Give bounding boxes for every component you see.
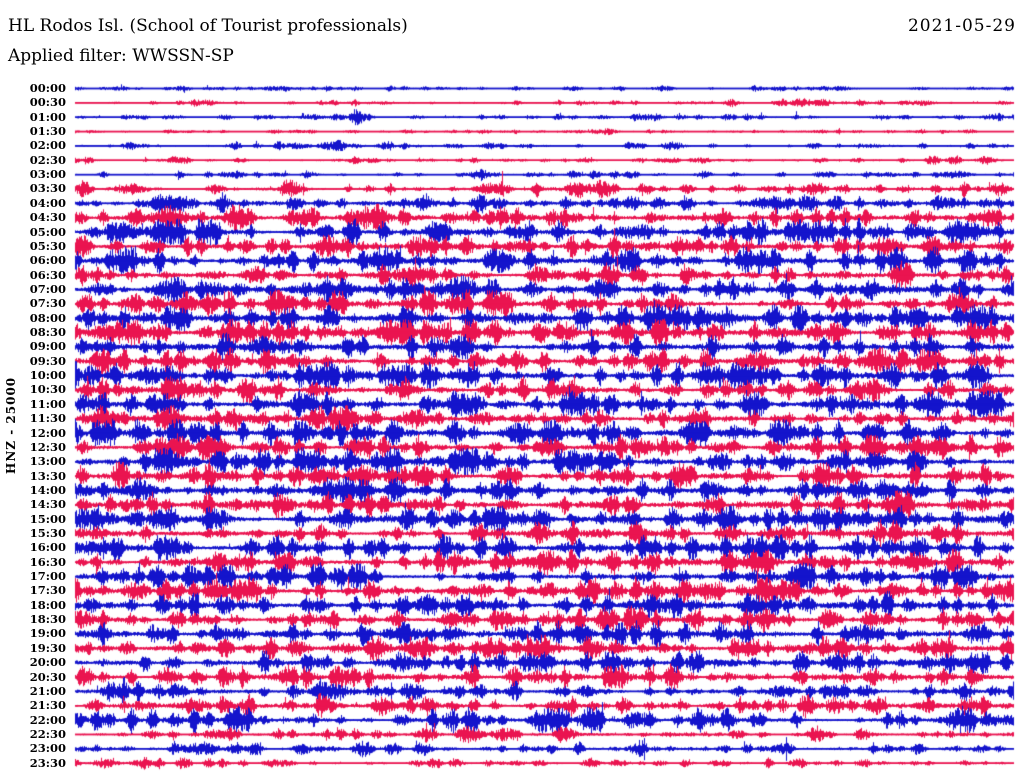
time-label: 20:00: [29, 655, 66, 670]
time-label: 10:00: [29, 368, 66, 383]
time-label: 00:00: [29, 81, 66, 95]
time-label: 06:00: [29, 253, 66, 268]
time-label: 20:30: [29, 669, 66, 684]
time-label: 18:00: [29, 597, 66, 612]
time-label: 09:30: [29, 353, 66, 368]
time-label: 21:00: [29, 683, 66, 698]
time-label: 22:30: [29, 726, 66, 741]
time-label: 11:00: [29, 396, 66, 411]
time-label: 13:00: [29, 454, 66, 469]
time-label: 22:00: [29, 712, 66, 727]
time-label: 04:00: [29, 195, 66, 210]
time-label: 00:30: [29, 95, 66, 110]
time-label: 04:30: [29, 210, 66, 225]
time-label: 12:00: [29, 425, 66, 440]
time-label: 09:00: [29, 339, 66, 354]
time-label: 05:30: [29, 238, 66, 253]
time-label: 08:00: [29, 310, 66, 325]
page-title: HL Rodos Isl. (School of Tourist profess…: [8, 16, 408, 36]
time-label: 14:30: [29, 497, 66, 512]
applied-filter-label: Applied filter: WWSSN-SP: [8, 46, 234, 66]
time-label: 12:30: [29, 439, 66, 454]
time-label: 08:30: [29, 325, 66, 340]
time-label: 17:30: [29, 583, 66, 598]
time-label: 11:30: [29, 411, 66, 426]
time-label: 15:30: [29, 526, 66, 540]
time-label: 03:30: [29, 181, 66, 196]
time-label: 01:00: [29, 109, 66, 124]
time-label: 14:00: [29, 482, 66, 497]
time-label: 15:00: [29, 511, 66, 526]
time-label: 19:30: [29, 640, 66, 655]
time-axis: 00:00 00:30 01:00 01:30 02:00 02:30 03:00 03:30…: [0, 0, 70, 780]
time-label: 10:30: [29, 382, 66, 397]
time-label: 23:00: [29, 741, 66, 756]
time-label: 02:30: [29, 152, 66, 167]
time-label: 03:00: [29, 167, 66, 182]
time-label: 17:00: [29, 569, 66, 584]
time-label: 18:30: [29, 612, 66, 627]
time-label: 06:30: [29, 267, 66, 282]
time-label: 21:30: [29, 698, 66, 713]
time-label: 19:00: [29, 626, 66, 641]
time-label: 16:30: [29, 554, 66, 569]
time-label: 05:00: [29, 224, 66, 239]
time-label: 07:00: [29, 281, 66, 296]
time-label: 23:30: [29, 755, 66, 770]
time-label: 13:30: [29, 468, 66, 483]
time-label: 07:30: [29, 296, 66, 311]
y-axis-label: HNZ - 25000: [4, 376, 18, 474]
time-label: 02:00: [29, 138, 66, 153]
time-label: 01:30: [29, 124, 66, 139]
time-label: 16:00: [29, 540, 66, 555]
date-label: 2021-05-29: [907, 16, 1016, 36]
